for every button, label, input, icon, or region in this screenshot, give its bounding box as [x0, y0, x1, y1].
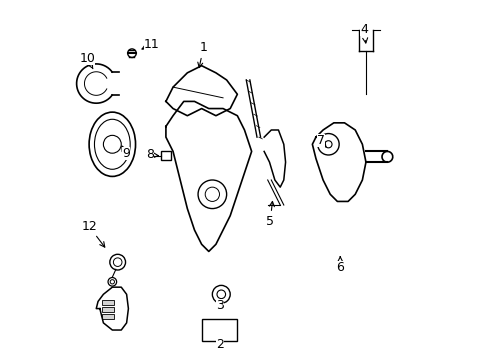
Circle shape [212, 285, 230, 303]
Text: 7: 7 [317, 134, 325, 147]
Circle shape [108, 278, 116, 286]
Bar [102, 300, 114, 305]
Text: 3: 3 [216, 299, 224, 312]
Bar [102, 307, 114, 312]
Text: 6: 6 [336, 257, 344, 274]
Text: 9: 9 [122, 146, 130, 160]
Circle shape [324, 141, 331, 148]
Bar [201, 319, 237, 341]
Text: 4: 4 [360, 23, 367, 43]
Circle shape [113, 258, 122, 266]
Text: 12: 12 [81, 220, 104, 247]
Circle shape [103, 135, 121, 153]
Text: 5: 5 [265, 202, 274, 228]
Text: 1: 1 [197, 41, 207, 68]
Circle shape [110, 254, 125, 270]
Circle shape [198, 180, 226, 208]
Circle shape [205, 187, 219, 202]
Circle shape [110, 280, 114, 284]
Text: 8: 8 [145, 148, 158, 162]
Bar [160, 152, 171, 160]
Circle shape [127, 49, 136, 58]
Text: 2: 2 [216, 338, 224, 351]
Text: 11: 11 [142, 38, 159, 51]
Circle shape [217, 290, 225, 298]
Text: 10: 10 [79, 52, 95, 69]
Bar [102, 314, 114, 319]
